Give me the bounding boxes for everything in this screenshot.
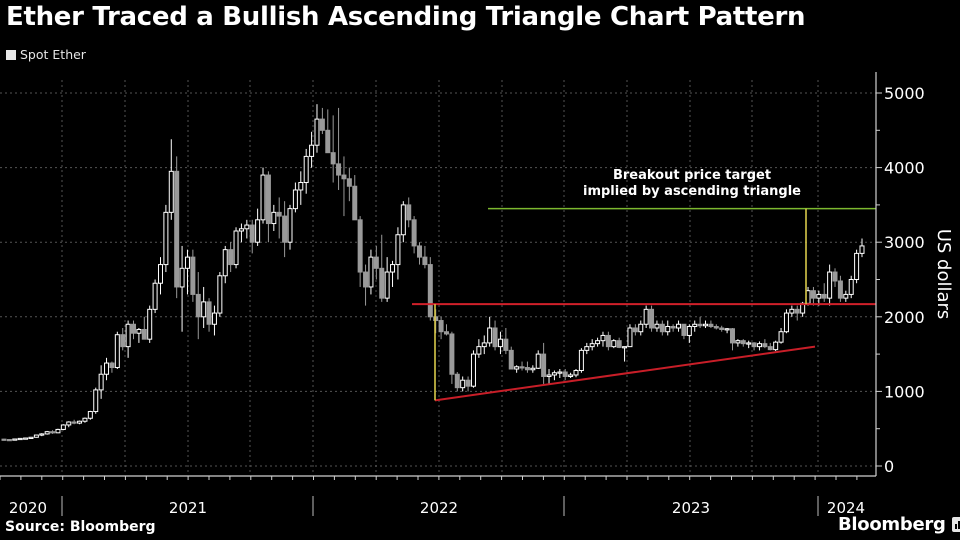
bloomberg-chart-icon	[951, 517, 960, 532]
x-tick-label: 2021	[169, 499, 207, 517]
annotation-line-1: Breakout price target	[613, 168, 771, 183]
brand-logo: Bloomberg	[838, 514, 960, 535]
pattern-overlays	[412, 207, 876, 402]
legend: Spot Ether	[6, 47, 86, 62]
annotation-line-2: implied by ascending triangle	[583, 184, 801, 199]
legend-label: Spot Ether	[20, 47, 86, 62]
legend-swatch-icon	[6, 49, 16, 60]
y-tick-label: 4000	[884, 159, 925, 178]
support-trendline	[434, 345, 816, 402]
x-tick-label: 2023	[672, 499, 710, 517]
y-axis-label: US dollars	[933, 229, 954, 320]
x-tick-label: 2024	[827, 499, 865, 517]
axes: 0 1000 2000 3000 4000 5000 2020 2021 2022 2023 202…	[0, 72, 925, 517]
y-tick-label: 2000	[884, 308, 925, 327]
y-tick-label: 5000	[884, 84, 925, 103]
x-tick-label: 2022	[420, 499, 458, 517]
source-label: Source: Bloomberg	[5, 519, 156, 535]
y-tick-label: 0	[884, 457, 894, 476]
y-tick-label: 3000	[884, 233, 925, 252]
grid-lines	[0, 80, 876, 472]
y-tick-label: 1000	[884, 382, 925, 401]
brand-text: Bloomberg	[838, 514, 946, 535]
chart-title: Ether Traced a Bullish Ascending Triangl…	[6, 2, 806, 32]
x-tick-label: 2020	[9, 499, 47, 517]
candles	[1, 104, 865, 442]
